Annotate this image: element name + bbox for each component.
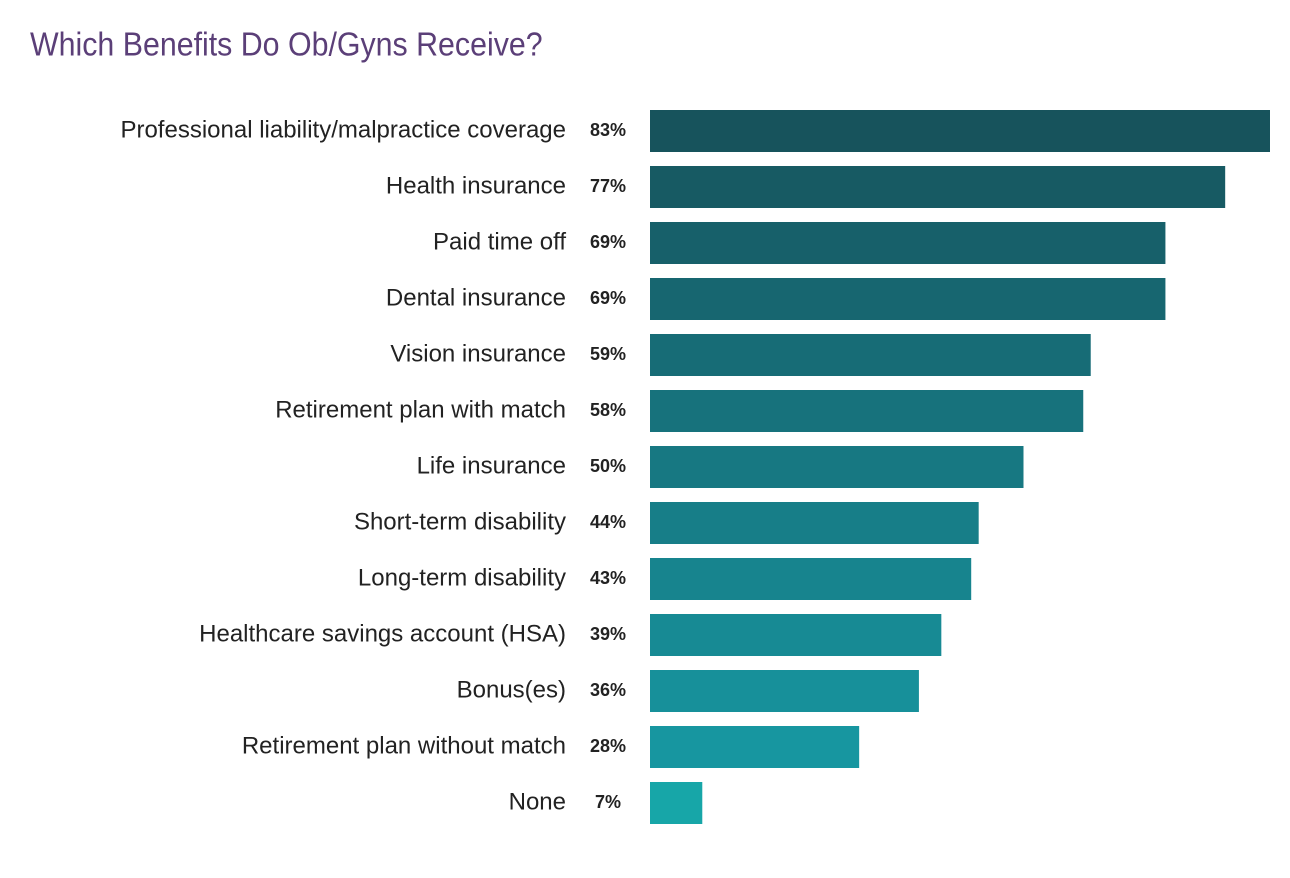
bar [650, 670, 919, 712]
bar [650, 502, 979, 544]
bar [650, 446, 1024, 488]
category-label: Dental insurance [386, 284, 566, 311]
category-label: Professional liability/malpractice cover… [120, 116, 566, 143]
value-label: 58% [590, 400, 626, 420]
bar [650, 166, 1226, 208]
value-label: 77% [590, 176, 626, 196]
value-label: 44% [590, 512, 626, 532]
category-label: Retirement plan without match [242, 732, 566, 759]
category-label: None [509, 788, 566, 815]
category-label: Paid time off [433, 228, 566, 255]
category-label: Retirement plan with match [275, 396, 566, 423]
bar [650, 278, 1166, 320]
category-label: Short-term disability [354, 508, 566, 535]
value-label: 43% [590, 568, 626, 588]
value-label: 69% [590, 288, 626, 308]
bar [650, 614, 942, 656]
category-label: Bonus(es) [457, 676, 566, 703]
category-label: Vision insurance [390, 340, 566, 367]
category-label: Life insurance [417, 452, 566, 479]
value-label: 7% [595, 792, 621, 812]
value-label: 59% [590, 344, 626, 364]
value-label: 36% [590, 680, 626, 700]
value-label: 39% [590, 624, 626, 644]
bar [650, 726, 860, 768]
bar [650, 222, 1166, 264]
category-label: Health insurance [386, 172, 566, 199]
bar [650, 390, 1084, 432]
category-label: Healthcare savings account (HSA) [199, 620, 566, 647]
value-label: 83% [590, 120, 626, 140]
bar [650, 558, 972, 600]
value-label: 69% [590, 232, 626, 252]
category-label: Long-term disability [358, 564, 566, 591]
value-label: 28% [590, 736, 626, 756]
bar [650, 334, 1091, 376]
bar [650, 110, 1270, 152]
value-label: 50% [590, 456, 626, 476]
bar [650, 782, 703, 824]
chart-title: Which Benefits Do Ob/Gyns Receive? [30, 26, 543, 63]
